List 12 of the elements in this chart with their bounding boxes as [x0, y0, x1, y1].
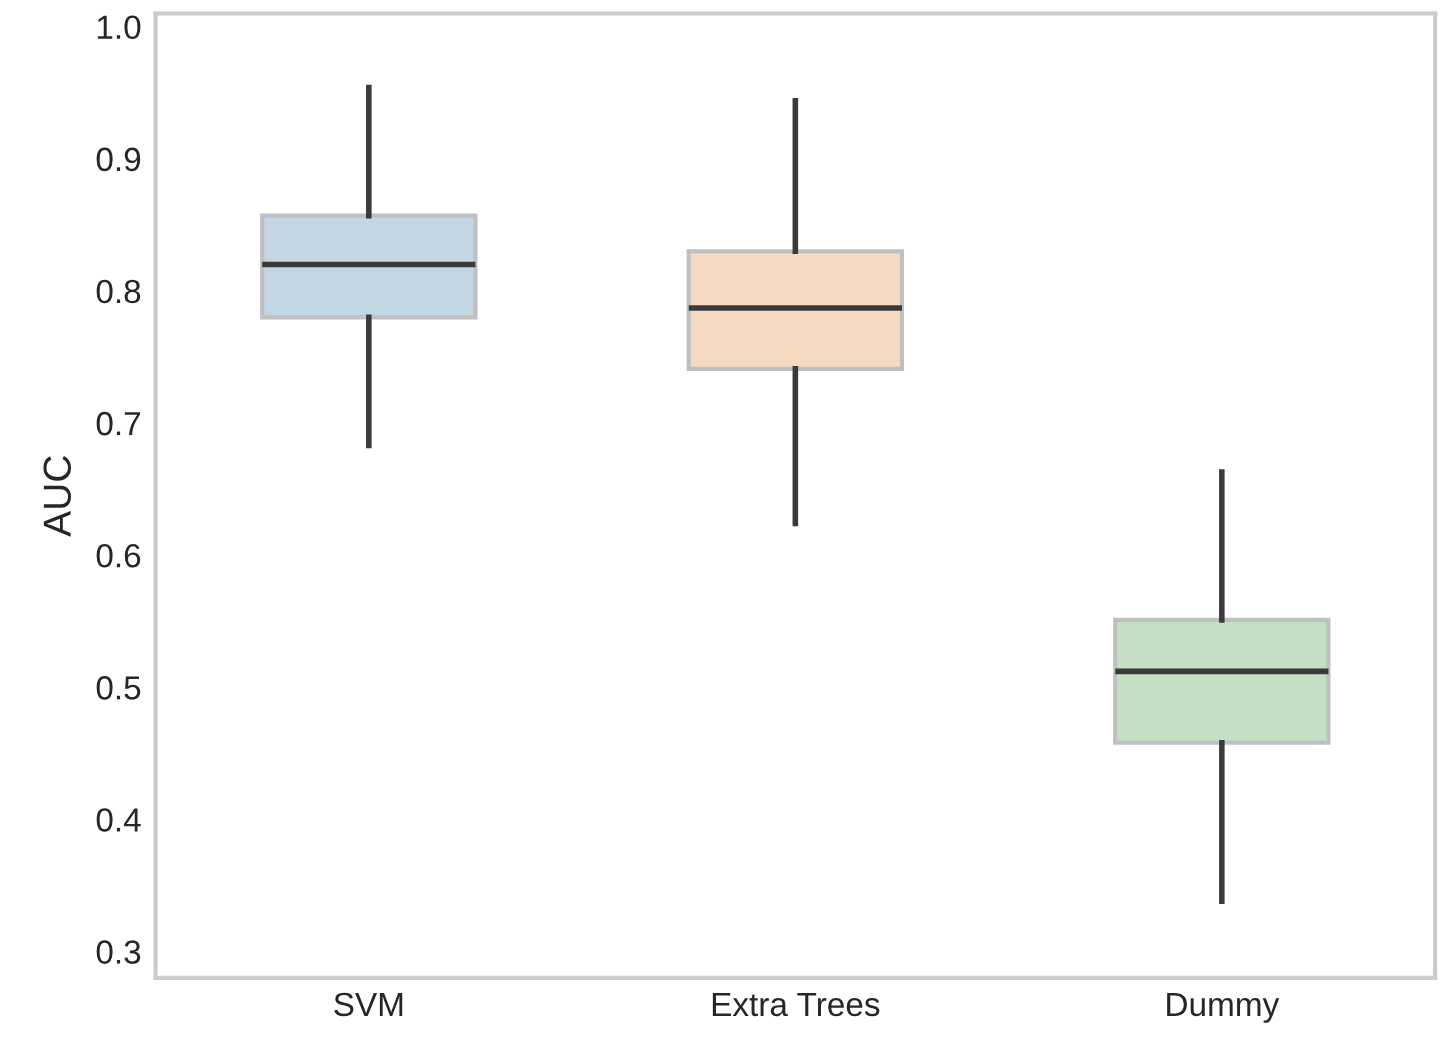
y-tick-label: 1.0: [97, 15, 141, 40]
y-tick-label: 0.3: [96, 940, 141, 964]
x-tick-label: Extra Trees: [712, 993, 880, 1017]
y-axis-title: AUC: [43, 456, 71, 537]
x-tick-label: Dummy: [1167, 993, 1280, 1023]
y-tick-label: 0.6: [96, 543, 141, 568]
y-tick-label: 0.9: [96, 147, 141, 172]
y-tick-label: 0.8: [96, 279, 141, 304]
y-tick-label: 0.5: [96, 676, 141, 700]
x-tick-label: SVM: [334, 992, 403, 1017]
y-tick-label: 0.4: [96, 808, 141, 832]
y-tick-label: 0.7: [96, 411, 141, 436]
